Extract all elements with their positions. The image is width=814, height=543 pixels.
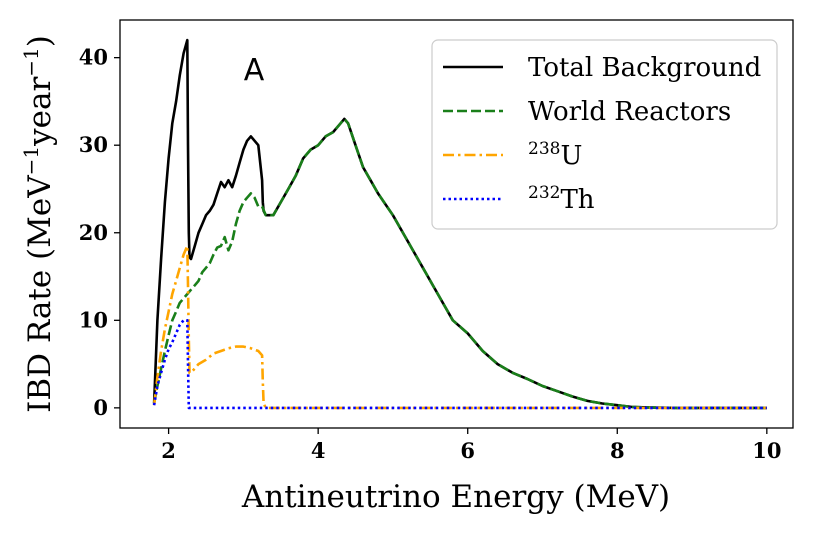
legend-label-superscript: 238 bbox=[528, 139, 560, 159]
series-layer bbox=[152, 38, 767, 410]
y-label-exp1: −1 bbox=[19, 146, 43, 175]
y-label-suffix: ) bbox=[22, 35, 58, 47]
legend-label-total-background: Total Background bbox=[528, 53, 761, 83]
y-label-exp2: −1 bbox=[19, 47, 43, 76]
panel-label: A bbox=[244, 53, 265, 88]
legend-label-text: Th bbox=[560, 185, 594, 215]
y-tick-label: 20 bbox=[79, 220, 108, 245]
series-line-world-reactors bbox=[152, 117, 767, 410]
legend-label-world-reactors: World Reactors bbox=[528, 97, 731, 127]
x-tick-label: 4 bbox=[311, 438, 326, 463]
x-tick-label: 8 bbox=[610, 438, 625, 463]
y-tick-label: 0 bbox=[93, 395, 108, 420]
x-axis: 2 4 6 8 10 bbox=[161, 428, 781, 463]
plot-area: 2 4 6 8 10 0 10 20 30 40 bbox=[79, 19, 794, 463]
legend-box bbox=[431, 39, 778, 230]
legend-label-superscript: 232 bbox=[528, 183, 560, 203]
series-line-238u bbox=[152, 244, 767, 410]
y-tick-label: 10 bbox=[79, 307, 108, 332]
x-axis-label: Antineutrino Energy (MeV) bbox=[241, 479, 670, 515]
y-label-prefix: IBD Rate (MeV bbox=[22, 175, 58, 413]
x-tick-label: 6 bbox=[460, 438, 475, 463]
y-tick-label: 40 bbox=[79, 45, 108, 70]
y-tick-label: 30 bbox=[79, 132, 108, 157]
y-axis-label: IBD Rate (MeV−1year−1) bbox=[19, 35, 58, 413]
legend-label-238u: 238U bbox=[528, 139, 582, 171]
x-tick-label: 10 bbox=[752, 438, 781, 463]
legend-label-text: U bbox=[560, 141, 582, 171]
y-axis: 0 10 20 30 40 bbox=[79, 45, 120, 420]
x-tick-label: 2 bbox=[161, 438, 176, 463]
legend-label-232th: 232Th bbox=[528, 183, 595, 215]
axes-frame bbox=[119, 19, 794, 429]
y-label-mid: year bbox=[22, 77, 58, 147]
